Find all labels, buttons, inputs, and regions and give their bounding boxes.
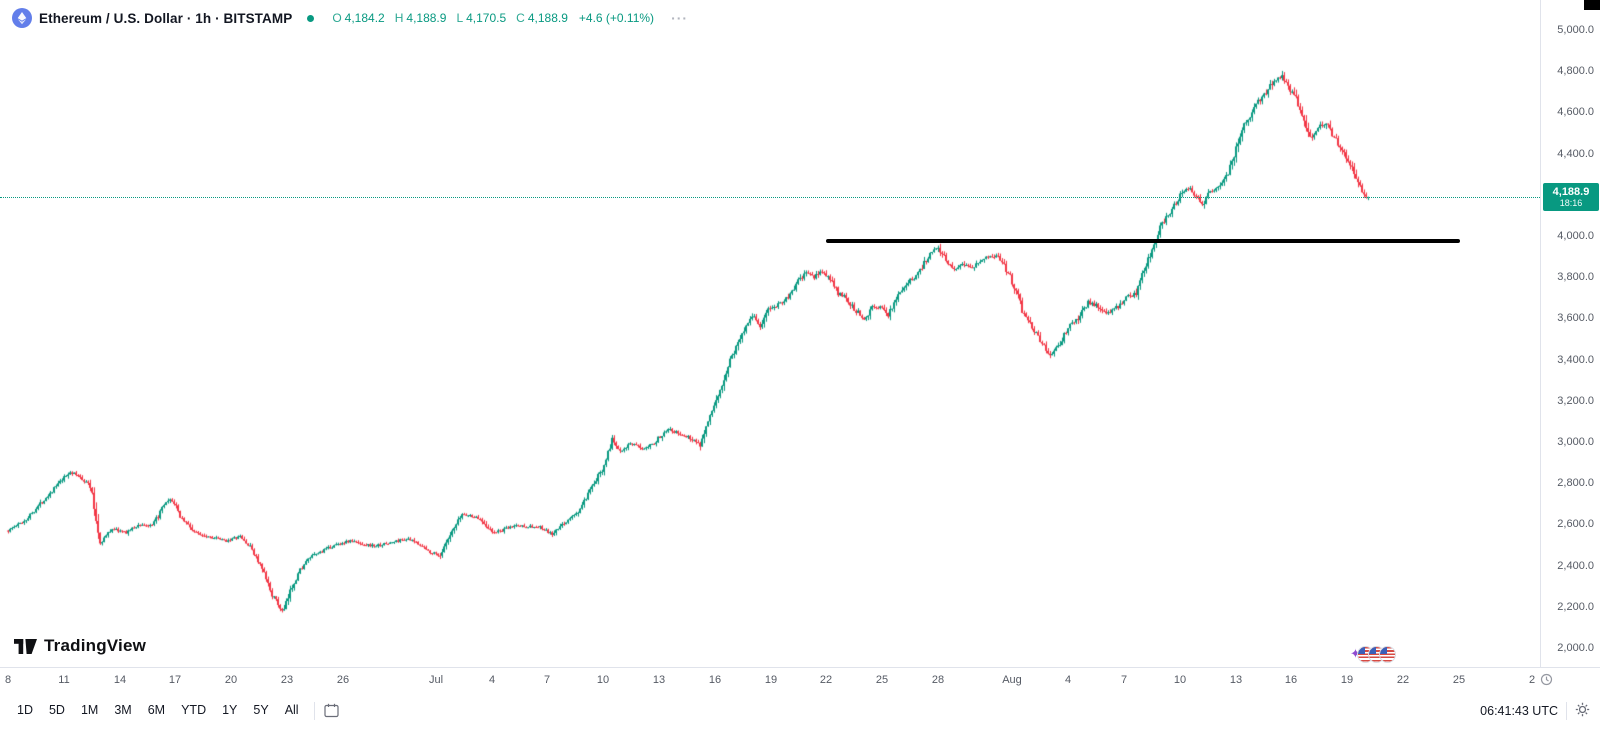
range-button-1y[interactable]: 1Y [215,699,244,721]
chart-settings-gear-icon[interactable] [1575,702,1590,717]
us-flag-event-icon[interactable] [1379,646,1395,662]
range-button-1d[interactable]: 1D [10,699,40,721]
tradingview-brand-text: TradingView [44,636,147,655]
price-tick-label: 4,600.0 [1557,106,1594,119]
time-tick-label: 28 [931,674,945,686]
open-label: O [332,11,342,25]
chart-pane[interactable] [0,0,1540,667]
time-tick-label: 23 [280,674,294,686]
time-tick-label: 19 [764,674,778,686]
ohlc-values: O 4,184.2 H 4,188.9 L 4,170.5 C 4,188.9 +4.6… [325,11,654,25]
bottom-toolbar: 1D 5D 1M 3M 6M YTD 1Y 5Y All 06:41:43 UTC [0,693,1600,744]
symbol-header: Ethereum / U.S. Dollar · 1h · BITSTAMP O… [12,8,688,28]
price-scale[interactable]: 2,000.0 2,200.0 2,400.0 2,600.0 2,800.0 3,000… [1540,0,1600,667]
change-value: +4.6 (+0.11%) [578,11,655,25]
time-tick-label: 13 [1229,674,1243,686]
toolbar-divider [1566,702,1567,720]
last-price-badge: 4,188.9 18:16 [1543,183,1599,212]
last-price-line [0,196,1540,198]
toolbar-divider [313,702,315,720]
range-button-1m[interactable]: 1M [74,699,105,721]
bar-countdown: 18:16 [1559,198,1583,209]
time-tick-label: 14 [113,674,127,686]
time-tick-label: 16 [1284,674,1298,686]
time-tick-label: 17 [168,674,182,686]
open-value: 4,184.2 [344,11,385,25]
time-tick-label: 26 [336,674,350,686]
tradingview-logo-icon [14,638,37,654]
more-options-icon[interactable]: ··· [671,10,689,26]
time-tick-label: 16 [708,674,722,686]
time-tick-label: 25 [1452,674,1466,686]
low-label: L [456,11,464,25]
high-value: 4,188.9 [406,11,447,25]
price-tick-label: 2,600.0 [1557,518,1594,531]
time-tick-label: 22 [1396,674,1410,686]
time-tick-label: 22 [819,674,833,686]
time-tick-label: 4 [488,674,496,686]
close-label: C [516,11,525,25]
range-button-ytd[interactable]: YTD [174,699,213,721]
time-axis-clock-icon[interactable] [1540,673,1553,691]
time-tick-label: 10 [596,674,610,686]
range-button-3m[interactable]: 3M [107,699,138,721]
time-tick-label: 7 [1120,674,1128,686]
time-tick-label: Aug [1002,674,1022,686]
price-tick-label: 3,000.0 [1557,436,1594,448]
time-tick-label: 20 [224,674,238,686]
range-button-all[interactable]: All [278,699,306,721]
time-tick-label: Jul [428,674,444,686]
horizontal-trendline-drawing[interactable] [826,239,1460,244]
go-to-date-icon[interactable] [323,702,340,719]
time-tick-label: 7 [543,674,551,686]
price-tick-label: 4,400.0 [1557,147,1594,160]
time-tick-label: 10 [1173,674,1187,686]
price-tick-label: 2,200.0 [1557,600,1594,613]
price-tick-label: 3,800.0 [1557,271,1594,284]
range-button-5y[interactable]: 5Y [246,699,275,721]
price-tick-label: 2,000.0 [1557,642,1594,654]
date-range-buttons: 1D 5D 1M 3M 6M YTD 1Y 5Y All [10,699,306,721]
event-markers: ✦ [1350,646,1395,662]
time-scale[interactable]: 8 11 14 17 20 23 26 Jul 4 7 10 13 16 19 22 25 28 Aug 4 7 10 1… [0,667,1600,694]
low-value: 4,170.5 [466,11,507,25]
time-tick-label: 13 [652,674,666,686]
time-tick-label: 2 [1528,674,1536,686]
price-tick-label: 2,400.0 [1557,559,1594,572]
time-tick-label: 8 [4,674,12,686]
price-tick-label: 4,000.0 [1557,230,1594,242]
timezone-clock[interactable]: 06:41:43 UTC [1480,704,1558,718]
price-tick-label: 3,600.0 [1557,312,1594,325]
time-tick-label: 25 [875,674,889,686]
time-tick-label: 11 [58,674,70,686]
symbol-title[interactable]: Ethereum / U.S. Dollar · 1h · BITSTAMP [39,10,293,26]
time-tick-label: 4 [1064,674,1072,686]
price-tick-label: 5,000.0 [1557,24,1594,36]
market-status-dot [307,14,315,22]
time-tick-label: 19 [1340,674,1354,686]
price-tick-label: 4,800.0 [1557,65,1594,78]
range-button-5d[interactable]: 5D [42,699,72,721]
tradingview-watermark: TradingView [14,636,146,656]
ethereum-logo-icon[interactable] [12,8,32,28]
top-right-corner-box [1584,0,1600,10]
high-label: H [394,11,404,25]
close-value: 4,188.9 [527,11,568,25]
last-price-value: 4,188.9 [1552,185,1590,198]
sparkle-icon[interactable]: ✦ [1350,646,1361,661]
price-tick-label: 3,400.0 [1557,353,1594,366]
range-button-6m[interactable]: 6M [141,699,172,721]
price-tick-label: 2,800.0 [1557,477,1594,490]
price-tick-label: 3,200.0 [1557,394,1594,407]
